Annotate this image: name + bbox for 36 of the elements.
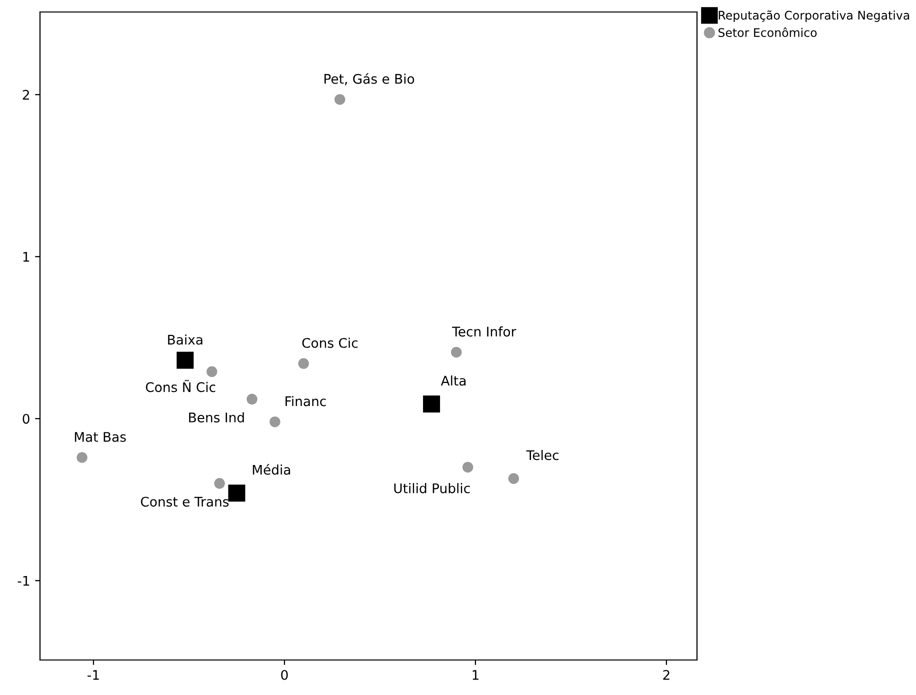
y-tick-label: 1 [23, 252, 30, 262]
point [176, 352, 194, 369]
point [76, 452, 88, 463]
annotation: Financ [286, 396, 326, 406]
y-tick-label: 0 [22, 414, 30, 424]
annotation: Pet, Gás e Bio [324, 73, 414, 86]
point [423, 396, 440, 413]
x-tick-label: 2 [663, 670, 670, 680]
annotation: Bens Ind [189, 412, 244, 422]
annotation: Const e Trans [140, 496, 229, 507]
annotation: Telec [526, 450, 558, 460]
x-tick-label: 0 [281, 670, 288, 680]
x-tick-label: 1 [472, 670, 478, 680]
point [246, 394, 258, 405]
annotation: Alta [440, 375, 466, 386]
annotation: Tecn Infor [452, 326, 516, 337]
point [214, 478, 225, 489]
annotation: Baixa [168, 334, 202, 345]
legend-label: Setor Econômico [718, 27, 817, 38]
point [462, 462, 474, 473]
x-tick-label: -1 [88, 670, 99, 680]
point [298, 358, 309, 369]
y-tick-label: -1 [18, 576, 30, 586]
legend-label: Reputação Corporativa Negativa [718, 10, 910, 22]
point [228, 484, 246, 502]
point [508, 473, 520, 484]
annotation: Média [252, 464, 290, 475]
annotation: Cons Cic [302, 338, 358, 348]
annotation: Utilid Public [394, 483, 470, 494]
point [206, 366, 218, 378]
point [450, 346, 462, 358]
annotation: Mat Bas [74, 432, 126, 442]
point [334, 94, 346, 105]
y-tick-label: 2 [22, 90, 29, 100]
annotation: Cons Ñ Cic [146, 380, 216, 392]
point [270, 416, 280, 428]
